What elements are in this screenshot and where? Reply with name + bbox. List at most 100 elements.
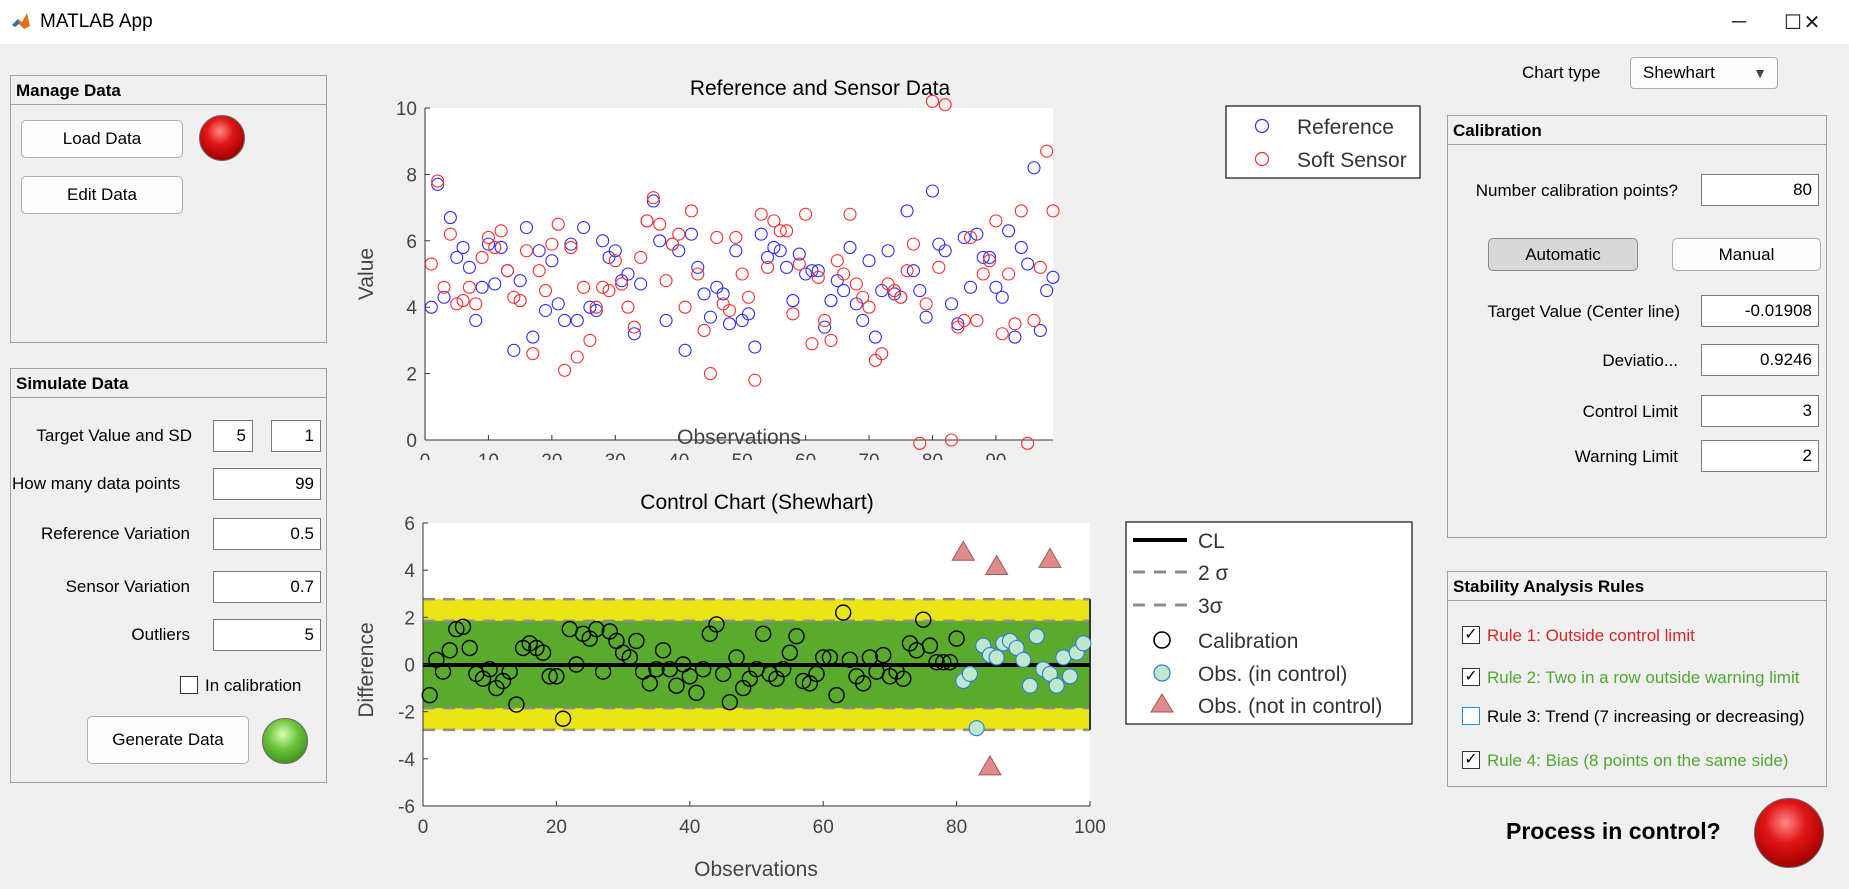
in-control-point — [1061, 668, 1079, 685]
soft-sensor-point — [906, 237, 920, 251]
npoints-label: Number calibration points? — [1475, 181, 1678, 200]
sensvar-field[interactable]: 0.7 — [213, 571, 321, 603]
target-sd-field[interactable]: 1 — [271, 420, 321, 452]
in-calibration-checkbox[interactable] — [180, 676, 198, 694]
in-control-point — [1075, 635, 1092, 652]
reference-point — [570, 313, 584, 328]
calibration-point — [441, 642, 458, 659]
in-control-point — [1028, 628, 1045, 645]
warning-limit-field[interactable]: 2 — [1701, 440, 1819, 472]
deviation-field[interactable]: 0.9246 — [1701, 344, 1819, 376]
deviation-label: Deviatio... — [1602, 351, 1678, 370]
soft-sensor-point — [856, 290, 870, 304]
x-tick-label: 50 — [732, 451, 753, 460]
calibration-point — [861, 649, 879, 666]
npoints-field[interactable]: 80 — [1701, 174, 1819, 206]
cal-target-field[interactable]: -0.01908 — [1701, 295, 1819, 327]
reference-point — [481, 237, 495, 251]
maximize-button[interactable]: ☐ — [1784, 11, 1802, 34]
x-tick-label: 40 — [679, 817, 700, 838]
soft-sensor-point — [469, 297, 483, 311]
reference-point — [697, 287, 711, 301]
calibration-point — [815, 649, 832, 666]
reference-point — [995, 290, 1009, 304]
panel-title: Simulate Data — [11, 369, 326, 398]
reference-point — [431, 177, 445, 191]
y-tick-label: -4 — [398, 750, 415, 771]
control-limit-field[interactable]: 3 — [1701, 395, 1819, 427]
chart-type-dropdown[interactable]: Shewhart ▼ — [1630, 57, 1778, 89]
target-value-field[interactable]: 5 — [213, 420, 253, 452]
panel-title: Manage Data — [11, 76, 326, 105]
soft-sensor-point — [932, 260, 946, 274]
calibration-point — [895, 670, 912, 687]
points-field[interactable]: 99 — [213, 468, 321, 500]
reference-point — [443, 211, 457, 225]
soft-sensor-point — [983, 254, 997, 268]
legend-3sigma: 3σ — [1198, 595, 1223, 618]
reference-point — [545, 254, 559, 268]
reference-point — [507, 343, 521, 357]
in-control-point — [961, 665, 978, 682]
x-tick-label: 60 — [795, 451, 816, 460]
rule-3-checkbox[interactable] — [1462, 707, 1480, 725]
soft-sensor-point — [589, 300, 603, 314]
rule-2-checkbox[interactable]: ✓ — [1462, 668, 1480, 686]
soft-sensor-point — [741, 290, 756, 304]
reference-point — [558, 313, 572, 328]
rule-4-label: Rule 4: Bias (8 points on the same side) — [1487, 751, 1789, 770]
reference-point — [989, 280, 1003, 294]
automatic-button[interactable]: Automatic — [1488, 238, 1638, 271]
x-tick-label: 10 — [478, 451, 499, 460]
soft-sensor-point — [710, 230, 724, 245]
reference-point — [818, 320, 832, 334]
plot-area — [425, 108, 1053, 440]
generate-data-button[interactable]: Generate Data — [87, 716, 249, 764]
chart-type-value: Shewhart — [1643, 63, 1715, 82]
generate-status-lamp — [262, 718, 308, 764]
calibration-point — [788, 627, 805, 645]
manual-button[interactable]: Manual — [1672, 238, 1821, 271]
reference-point — [678, 343, 692, 357]
edit-data-button[interactable]: Edit Data — [21, 176, 183, 214]
minimize-button[interactable]: ─ — [1731, 10, 1747, 33]
soft-sensor-point — [900, 264, 914, 278]
soft-sensor-point — [1046, 204, 1060, 218]
reference-point — [944, 297, 959, 311]
rule-1-label: Rule 1: Outside control limit — [1487, 626, 1695, 645]
x-tick-label: 60 — [813, 817, 834, 838]
reference-point — [976, 250, 990, 264]
rule-4-checkbox[interactable]: ✓ — [1462, 751, 1480, 769]
close-icon[interactable]: ✕ — [1803, 11, 1821, 34]
calibration-point — [774, 661, 792, 678]
soft-sensor-point — [513, 294, 527, 308]
reference-point — [837, 284, 851, 298]
reference-point — [469, 313, 483, 328]
soft-sensor-point — [944, 433, 959, 447]
calibration-point — [621, 649, 638, 666]
calibration-point — [714, 665, 732, 683]
reference-point — [551, 297, 565, 311]
load-data-button[interactable]: Load Data — [21, 120, 183, 158]
calibration-point — [448, 620, 465, 638]
soft-sensor-point — [634, 250, 648, 264]
calibration-point — [508, 696, 525, 713]
legend-marker-not-in-control — [1150, 693, 1174, 713]
rule-1-checkbox[interactable]: ✓ — [1462, 626, 1480, 644]
outliers-field[interactable]: 5 — [213, 619, 321, 651]
calibration-point — [641, 675, 658, 692]
refvar-field[interactable]: 0.5 — [213, 518, 321, 550]
reference-point — [513, 274, 527, 288]
soft-sensor-point — [1002, 267, 1016, 281]
reference-point — [526, 330, 540, 344]
soft-sensor-point — [970, 313, 984, 328]
control-chart: Control Chart (Shewhart) 0 20 40 60 80 100-6-… — [355, 491, 1413, 881]
soft-sensor-point — [811, 270, 825, 284]
matlab-logo-icon — [10, 10, 32, 32]
soft-sensor-point — [519, 244, 534, 258]
calibration-point — [928, 653, 945, 671]
y-tick-label: 10 — [396, 99, 417, 120]
calibration-point — [828, 686, 845, 704]
y-tick-label: 0 — [404, 656, 415, 677]
soft-sensor-point — [475, 250, 489, 264]
